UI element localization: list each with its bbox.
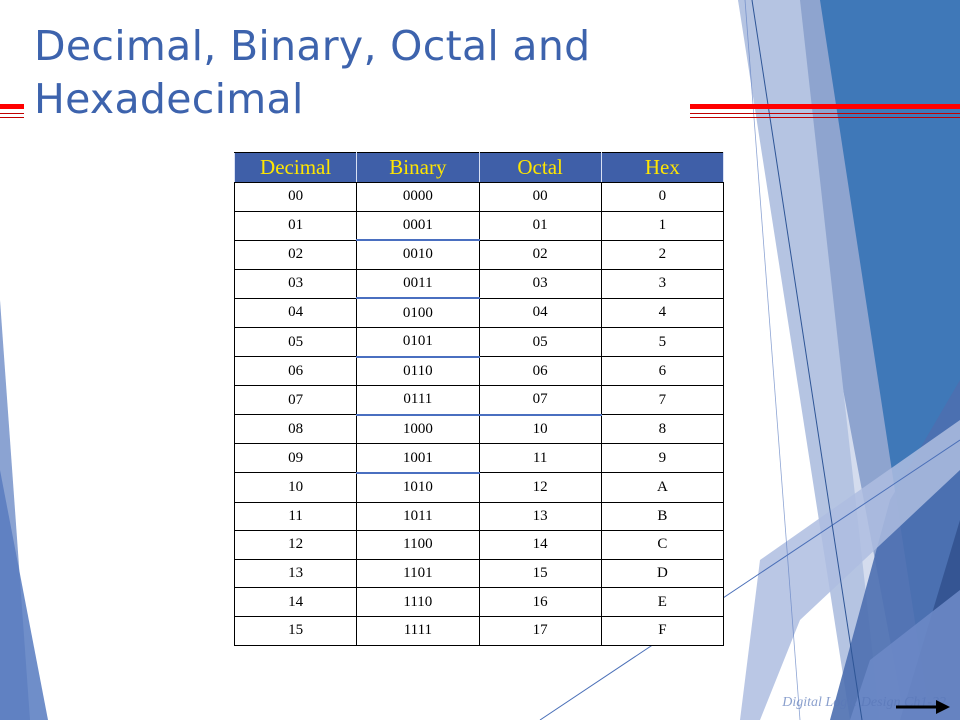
cell-decimal: 12	[233, 530, 358, 560]
table-row: 12 1100 14 C	[233, 530, 725, 560]
cell-decimal: 13	[233, 558, 358, 589]
cell-hex: 4	[600, 297, 725, 328]
table-row: 09 1001 11 9	[233, 443, 725, 474]
cell-binary: 0010	[356, 239, 480, 270]
cell-hex: E	[600, 587, 725, 617]
cell-hex: D	[600, 558, 725, 589]
cell-hex: 5	[600, 326, 725, 358]
cell-octal: 14	[478, 530, 602, 560]
cell-binary: 0001	[356, 210, 480, 242]
table-row: 06 0110 06 6	[233, 356, 725, 387]
table-header-row: Decimal Binary Octal Hex	[233, 152, 725, 183]
cell-octal: 17	[478, 615, 602, 646]
cell-binary: 1010	[356, 472, 480, 503]
cell-binary: 1100	[356, 530, 480, 560]
table-row: 05 0101 05 5	[233, 326, 725, 358]
accent-bar-left	[0, 104, 24, 109]
cell-decimal: 09	[233, 443, 358, 474]
header-octal: Octal	[478, 152, 602, 183]
number-conversion-table: Decimal Binary Octal Hex 00 0000 00 0 01…	[233, 152, 725, 646]
cell-octal: 12	[478, 472, 602, 503]
cell-decimal: 08	[233, 414, 358, 445]
cell-octal: 13	[478, 501, 602, 532]
slide-title: Decimal, Binary, Octal and Hexadecimal	[34, 22, 591, 123]
cell-binary: 0101	[356, 326, 480, 358]
accent-line-left-2	[0, 117, 24, 118]
cell-decimal: 11	[233, 501, 358, 532]
cell-octal: 03	[478, 268, 602, 299]
accent-line-right-1	[690, 113, 960, 114]
cell-decimal: 06	[233, 356, 358, 387]
cell-hex: C	[600, 530, 725, 560]
cell-hex: 1	[600, 210, 725, 241]
cell-decimal: 10	[233, 472, 358, 503]
cell-binary: 0111	[356, 385, 480, 416]
cell-binary: 1011	[356, 501, 480, 532]
cell-octal: 07	[478, 385, 602, 416]
accent-line-right-2	[690, 117, 960, 118]
cell-octal: 05	[478, 326, 602, 358]
accent-bar-right	[690, 104, 960, 109]
cell-octal: 06	[478, 356, 602, 387]
cell-hex: 8	[600, 414, 725, 445]
cell-binary: 0000	[356, 182, 480, 212]
cell-decimal: 04	[233, 297, 358, 328]
cell-octal: 15	[478, 558, 602, 589]
header-hex: Hex	[600, 152, 725, 183]
cell-hex: B	[600, 501, 725, 532]
cell-octal: 01	[478, 210, 602, 241]
cell-hex: 6	[600, 356, 725, 387]
cell-octal: 10	[478, 414, 602, 445]
cell-hex: 7	[600, 385, 725, 416]
table-row: 02 0010 02 2	[233, 239, 725, 270]
cell-decimal: 03	[233, 268, 358, 299]
cell-binary: 0110	[356, 356, 480, 387]
cell-octal: 16	[478, 587, 602, 617]
cell-hex: 9	[600, 443, 725, 474]
cell-binary: 0100	[356, 297, 480, 328]
cell-decimal: 00	[233, 182, 358, 212]
cell-octal: 11	[478, 443, 602, 474]
cell-hex: 2	[600, 239, 725, 270]
cell-decimal: 05	[233, 326, 358, 358]
cell-octal: 04	[478, 297, 602, 328]
cell-binary: 1111	[356, 615, 480, 646]
cell-binary: 0011	[356, 268, 480, 300]
table-row: 14 1110 16 E	[233, 587, 725, 617]
cell-hex: 3	[600, 268, 725, 299]
header-decimal: Decimal	[233, 152, 358, 183]
cell-octal: 02	[478, 239, 602, 270]
table-row: 07 0111 07 7	[233, 385, 725, 416]
table-row: 03 0011 03 3	[233, 268, 725, 300]
table-row: 13 1101 15 D	[233, 558, 725, 589]
cell-octal: 00	[478, 182, 602, 212]
cell-decimal: 01	[233, 210, 358, 241]
table-row: 15 1111 17 F	[233, 615, 725, 646]
cell-binary: 1000	[356, 414, 480, 445]
cell-hex: F	[600, 615, 725, 646]
table-row: 10 1010 12 A	[233, 472, 725, 503]
cell-decimal: 02	[233, 239, 358, 270]
table-row: 00 0000 00 0	[233, 182, 725, 212]
cell-decimal: 14	[233, 587, 358, 617]
table-row: 01 0001 01 1	[233, 210, 725, 242]
table-row: 08 1000 10 8	[233, 414, 725, 445]
cell-decimal: 07	[233, 385, 358, 416]
cell-binary: 1110	[356, 587, 480, 617]
accent-line-left-1	[0, 113, 24, 114]
cell-hex: 0	[600, 182, 725, 212]
table-row: 04 0100 04 4	[233, 297, 725, 328]
table-row: 11 1011 13 B	[233, 501, 725, 532]
cell-binary: 1101	[356, 558, 480, 589]
header-binary: Binary	[356, 152, 480, 183]
cell-hex: A	[600, 472, 725, 503]
cell-decimal: 15	[233, 615, 358, 646]
cell-binary: 1001	[356, 443, 480, 474]
right-arrow-icon[interactable]	[896, 698, 950, 716]
